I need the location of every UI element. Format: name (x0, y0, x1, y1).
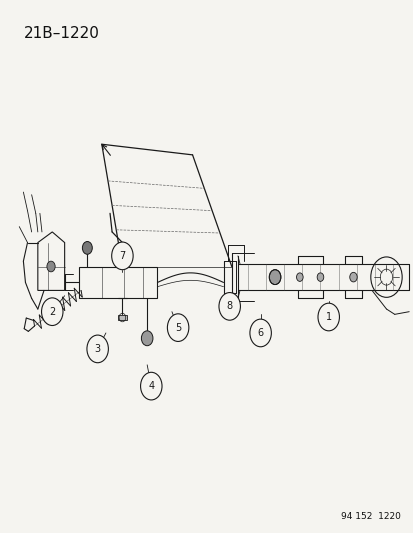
Text: 4: 4 (148, 381, 154, 391)
Circle shape (296, 273, 302, 281)
Circle shape (47, 261, 55, 272)
Text: 94 152  1220: 94 152 1220 (340, 512, 400, 521)
Circle shape (218, 293, 240, 320)
Text: 2: 2 (49, 306, 55, 317)
Polygon shape (118, 316, 126, 320)
Text: 21B–1220: 21B–1220 (23, 26, 99, 41)
Text: 7: 7 (119, 251, 125, 261)
Circle shape (349, 272, 356, 282)
Circle shape (141, 331, 152, 346)
Circle shape (140, 372, 161, 400)
Text: 8: 8 (226, 301, 232, 311)
Circle shape (249, 319, 271, 347)
Circle shape (317, 303, 339, 331)
Circle shape (87, 335, 108, 363)
Text: 6: 6 (257, 328, 263, 338)
Text: 5: 5 (175, 322, 181, 333)
Circle shape (167, 314, 188, 342)
Text: 1: 1 (325, 312, 331, 322)
Circle shape (316, 273, 323, 281)
Circle shape (82, 241, 92, 254)
Circle shape (268, 270, 280, 285)
Text: 3: 3 (94, 344, 100, 354)
Circle shape (41, 298, 63, 326)
Circle shape (112, 242, 133, 270)
